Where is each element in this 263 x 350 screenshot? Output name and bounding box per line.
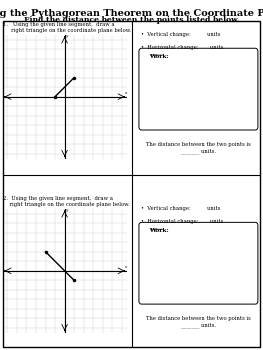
Text: Find the distance between the points listed below.: Find the distance between the points lis… xyxy=(24,16,239,24)
Text: •  Vertical change:          units: • Vertical change: units xyxy=(141,206,221,211)
Text: •  Vertical change:          units: • Vertical change: units xyxy=(141,32,221,37)
Text: Work:: Work: xyxy=(149,54,169,59)
Text: •  Horizontal change:       units: • Horizontal change: units xyxy=(141,45,224,50)
Text: x: x xyxy=(125,91,128,95)
Text: The distance between the two points is
_______ units.: The distance between the two points is _… xyxy=(146,142,251,154)
Text: y: y xyxy=(66,208,69,212)
Text: •  Horizontal change:       units: • Horizontal change: units xyxy=(141,219,224,224)
FancyBboxPatch shape xyxy=(139,48,258,130)
Text: Work:: Work: xyxy=(149,229,169,233)
Text: 2.  Using the given line segment,  draw a
    right triangle on the coordinate p: 2. Using the given line segment, draw a … xyxy=(3,196,129,207)
Text: y: y xyxy=(66,34,69,38)
Text: Using the Pythagorean Theorem on the Coordinate Plane: Using the Pythagorean Theorem on the Coo… xyxy=(0,9,263,18)
Text: 1.   Using the given line segment,  draw a
     right triangle on the coordinate: 1. Using the given line segment, draw a … xyxy=(3,22,131,33)
Text: x: x xyxy=(125,265,128,270)
FancyBboxPatch shape xyxy=(139,222,258,304)
Text: The distance between the two points is
_______ units.: The distance between the two points is _… xyxy=(146,316,251,328)
